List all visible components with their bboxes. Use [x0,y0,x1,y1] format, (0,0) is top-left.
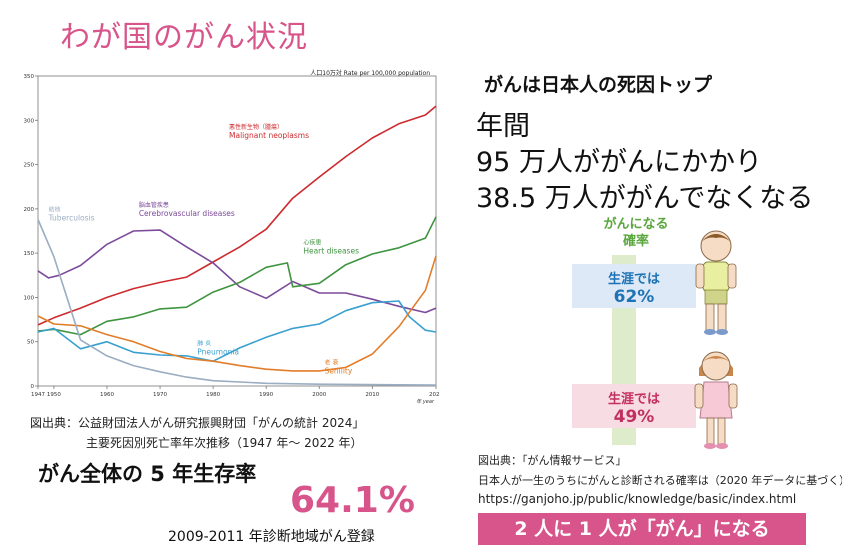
mortality-line-chart: 0 50 100 150 200 250 300 350 1947 1950 1960 1970 198… [24,69,441,405]
female-probability-value: 49% [613,407,655,427]
series-label-en-cerebro: Cerebrovascular diseases [139,209,235,218]
chart-source-line1: 図出典：公益財団法人がん研究振興財団「がんの統計 2024」 [30,416,365,430]
x-tick-label: 2022 [429,392,440,398]
series-label-en-malignant: Malignant neoplasms [229,131,309,140]
probability-header-line1: がんになる [603,217,669,232]
y-tick-label: 300 [24,118,35,124]
x-tick-label: 1947 [31,392,45,398]
x-tick-label: 1960 [100,392,114,398]
survival-label: がん全体の 5 年生存率 [38,462,257,486]
female-probability-box: 生涯では 49% [572,384,724,428]
series-line-tb [37,219,437,386]
probability-header-line2: 確率 [622,234,649,249]
series-label-ja-heart: 心疾患 [303,238,321,246]
y-tick-label: 100 [24,295,35,301]
survival-value: 64.1% [290,480,415,521]
series-label-ja-malignant: 悪性新生物（腫瘍） [229,123,283,131]
series-label-ja-cerebro: 脳血管疾患 [139,201,169,209]
plot-frame [37,75,437,387]
male-probability-value: 62% [613,287,655,307]
y-tick-label: 150 [24,251,35,257]
series-line-heart [37,216,437,336]
right-source-line2: 日本人が一生のうちにがんと診断される確率は（2020 年データに基づく） [478,474,842,487]
series-line-malignant [37,105,437,326]
probability-header: がんになる 確率 [596,216,676,250]
right-heading: がんは日本人の死因トップ [484,74,713,96]
y-tick-label: 350 [24,74,35,80]
series-label-en-senility: Senility [325,367,353,376]
right-source-line1: 図出典：「がん情報サービス」 [478,454,627,467]
series-label-ja-senility: 老 衰 [325,359,339,367]
girl-illustration-icon [694,351,738,449]
x-tick-label: 2010 [365,392,379,398]
y-tick-label: 200 [24,207,35,213]
series-label-en-heart: Heart diseases [303,246,359,255]
deaths-text: 38.5 万人ががんでなくなる [476,183,814,214]
page-title: わが国のがん状況 [60,20,308,55]
series-line-senility [37,255,437,372]
series-label-ja-pneumonia: 肺 炎 [197,340,211,347]
male-probability-box: 生涯では 62% [572,264,724,308]
series-label-en-tb: Tuberculosis [48,214,95,223]
y-tick-label: 250 [24,163,35,169]
y-unit-label: 人口10万対 Rate per 100,000 population [310,69,430,77]
annual-label: 年間 [476,111,530,142]
x-tick-label: 1980 [206,392,220,398]
series-line-pneumonia [37,300,437,362]
female-probability-label: 生涯では [607,392,660,407]
one-in-two-banner: 2 人に 1 人が「がん」になる [478,513,806,545]
incidence-text: 95 万人ががんにかかり [476,147,762,178]
right-source-url: https://ganjoho.jp/public/knowledge/basi… [478,492,797,506]
x-tick-label: 2000 [312,392,326,398]
y-tick-label: 50 [27,340,34,346]
series-label-ja-tb: 結核 [49,206,61,214]
x-tick-label: 1990 [259,392,273,398]
x-axis-unit: 年 year [416,398,435,405]
series-line-cerebro [37,229,437,314]
y-tick-label: 0 [31,384,35,390]
x-tick-label: 1970 [153,392,167,398]
survival-note: 2009-2011 年診断地域がん登録 [168,529,375,545]
boy-illustration-icon [695,230,737,335]
chart-source-line2: 主要死因別死亡率年次推移（1947 年〜 2022 年） [86,436,363,450]
male-probability-label: 生涯では [607,272,660,287]
series-label-en-pneumonia: Pneumonia [197,347,239,356]
x-tick-label: 1950 [47,392,61,398]
